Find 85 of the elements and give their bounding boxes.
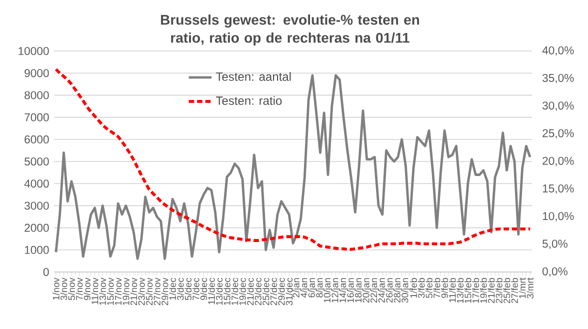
x-tick-label: 15/feb bbox=[464, 278, 472, 303]
x-tick-label: 9/feb bbox=[441, 278, 448, 298]
y2-tick-label: 0,0% bbox=[542, 267, 568, 277]
x-tick-label: 1/nov bbox=[52, 278, 60, 300]
x-tick-label: 19/dec bbox=[239, 278, 246, 305]
x-tick-label: 17/feb bbox=[472, 278, 480, 303]
x-tick-label: 19/nov bbox=[122, 278, 130, 305]
x-tick-label: 15/dec bbox=[224, 278, 230, 305]
x-tick-label: 17/dec bbox=[231, 278, 238, 305]
x-tick-label: 10/jan bbox=[324, 278, 332, 302]
x-tick-label: 1/feb bbox=[410, 278, 417, 298]
y2-tick-label: 15,0% bbox=[542, 184, 574, 194]
x-tick-label: 27/dec bbox=[270, 278, 277, 306]
x-tick-label: 13/nov bbox=[99, 278, 106, 305]
legend-label: Testen: aantal bbox=[216, 72, 291, 81]
x-tick-label: 20/jan bbox=[362, 278, 372, 303]
x-tick-label: 15/nov bbox=[106, 278, 114, 305]
x-tick-label: 31/dec bbox=[286, 278, 293, 306]
x-tick-label: 18/jan bbox=[354, 278, 364, 302]
x-tick-label: 14/jan bbox=[339, 278, 348, 302]
y-tick-label: 9000 bbox=[24, 69, 49, 78]
x-tick-label: 21/feb bbox=[488, 278, 495, 304]
x-tick-label: 13/dec bbox=[216, 278, 223, 305]
x-tick-label: 7/dec bbox=[192, 278, 200, 300]
legend-label: Testen: ratio bbox=[216, 96, 282, 105]
y-tick-label: 6000 bbox=[24, 135, 49, 144]
x-tick-label: 11/nov bbox=[91, 278, 98, 304]
y-tick-label: 2000 bbox=[24, 224, 49, 232]
x-tick-label: 9/nov bbox=[84, 278, 90, 300]
y-tick-label: 5000 bbox=[24, 157, 49, 166]
x-tick-label: 5/nov bbox=[68, 278, 75, 300]
x-tick-label: 24/jan bbox=[378, 278, 387, 303]
x-tick-label: 25/feb bbox=[503, 278, 510, 304]
chart-title: Brussels gewest: evolutie-% testen en ratio, ratio op de rechteras na 01/11 bbox=[161, 14, 420, 46]
x-tick-label: 6/jan bbox=[308, 278, 317, 298]
y-tick-label: 8000 bbox=[24, 91, 49, 100]
x-tick-label: 23/feb bbox=[496, 278, 502, 304]
x-tick-label: 23/nov bbox=[138, 278, 145, 306]
x-tick-label: 25/nov bbox=[146, 278, 153, 306]
y-tick-label: 4000 bbox=[24, 180, 49, 188]
y2-tick-label: 40,0% bbox=[542, 46, 574, 56]
y-tick-label: 3000 bbox=[24, 202, 49, 210]
x-tick-label: 19/feb bbox=[480, 278, 487, 303]
y2-tick-label: 25,0% bbox=[542, 129, 574, 139]
x-tick-label: 12/jan bbox=[331, 278, 340, 302]
x-tick-label: 3/nov bbox=[60, 278, 68, 300]
x-tick-label: 11/dec bbox=[208, 278, 215, 304]
y2-tick-label: 35,0% bbox=[542, 74, 574, 84]
y2-tick-label: 10,0% bbox=[542, 212, 574, 222]
x-tick-label: 22/jan bbox=[370, 278, 379, 303]
x-tick-label: 13/feb bbox=[456, 278, 464, 303]
y2-tick-label: 30,0% bbox=[542, 102, 574, 111]
x-tick-label: 8/jan bbox=[316, 278, 325, 298]
x-tick-label: 9/dec bbox=[200, 278, 208, 300]
x-tick-label: 1/dec bbox=[169, 278, 176, 300]
x-tick-label: 5/feb bbox=[426, 278, 432, 298]
x-tick-label: 1/mrt bbox=[518, 278, 526, 298]
x-tick-label: 3/dec bbox=[176, 278, 184, 300]
x-tick-label: 27/nov bbox=[154, 278, 160, 306]
x-tick-label: 28/jan bbox=[394, 278, 402, 303]
y-tick-label: 1000 bbox=[24, 246, 49, 254]
x-tick-label: 3/mrt bbox=[526, 278, 534, 299]
x-tick-label: 7/feb bbox=[433, 278, 440, 298]
x-tick-label: 5/dec bbox=[184, 278, 192, 300]
x-tick-label: 7/nov bbox=[76, 278, 83, 300]
x-tick-label: 4/jan bbox=[300, 278, 310, 298]
y-tick-label: 0 bbox=[43, 268, 49, 276]
y2-tick-label: 5,0% bbox=[542, 240, 568, 250]
y-tick-label: 10000 bbox=[18, 47, 49, 56]
x-tick-label: 29/dec bbox=[278, 278, 285, 306]
x-tick-label: 26/jan bbox=[386, 278, 395, 303]
y-tick-label: 7000 bbox=[24, 113, 49, 122]
x-tick-label: 23/dec bbox=[254, 278, 262, 306]
x-tick-label: 11/feb bbox=[448, 278, 456, 302]
x-tick-label: 16/jan bbox=[346, 278, 356, 302]
x-tick-label: 29/nov bbox=[161, 278, 168, 306]
x-tick-label: 2/jan bbox=[292, 278, 302, 298]
x-tick-label: 27/feb bbox=[511, 278, 518, 304]
x-tick-label: 25/dec bbox=[262, 278, 270, 306]
x-tick-label: 21/nov bbox=[130, 278, 138, 306]
x-tick-label: 21/dec bbox=[246, 278, 254, 306]
x-tick-label: 17/nov bbox=[114, 278, 122, 305]
y2-tick-label: 20,0% bbox=[542, 156, 574, 166]
x-tick-label: 30/jan bbox=[401, 278, 410, 303]
x-tick-label: 3/feb bbox=[418, 278, 425, 298]
